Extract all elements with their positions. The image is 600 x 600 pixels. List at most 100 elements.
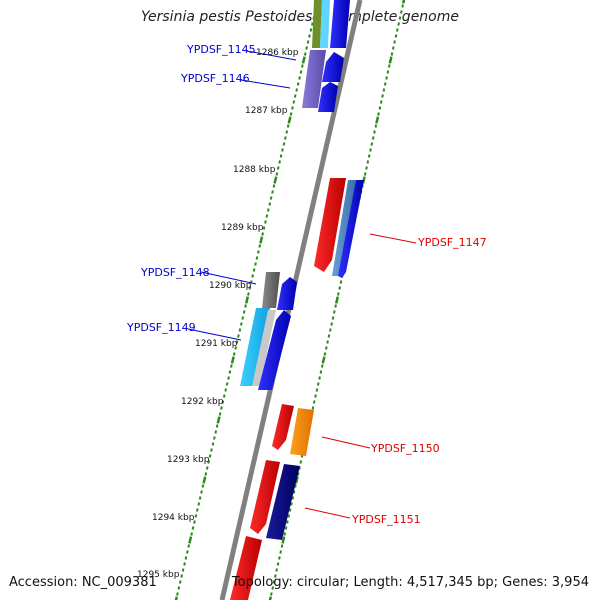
ruler-minor-tick (289, 112, 293, 116)
gene-feature[interactable] (272, 404, 294, 450)
gene-label-ypdsf-1146[interactable]: YPDSF_1146 (180, 72, 250, 85)
ruler-minor-tick (271, 190, 274, 194)
ruler-major-tick (174, 596, 179, 600)
gene-feature[interactable] (314, 178, 346, 272)
gene-feature[interactable] (277, 277, 297, 310)
gene-feature[interactable] (312, 0, 322, 48)
gene-feature[interactable] (250, 460, 280, 534)
ruler-minor-tick (371, 136, 375, 140)
ruler-minor-tick (401, 4, 404, 8)
tick-label: 1293 kbp (167, 455, 210, 465)
ruler-minor-tick (255, 256, 259, 260)
gene-feature[interactable] (330, 0, 350, 48)
ruler-minor-tick (197, 502, 201, 506)
gene-feature[interactable] (320, 0, 330, 48)
ruler-minor-tick (295, 88, 298, 92)
ruler-major-tick (294, 476, 299, 484)
ruler-minor-tick (294, 484, 297, 488)
ruler-minor-tick (208, 454, 212, 458)
ruler-minor-tick (338, 286, 341, 290)
ruler-minor-tick (329, 328, 332, 332)
ruler-minor-tick (319, 370, 323, 374)
tick-label: 1288 kbp (233, 165, 276, 175)
ruler-minor-tick (284, 526, 288, 530)
ruler-minor-tick (314, 394, 317, 398)
ruler-minor-tick (298, 76, 301, 80)
ruler-major-tick (244, 296, 250, 304)
ruler-minor-tick (183, 562, 186, 566)
gene-label-ypdsf-1147[interactable]: YPDSF_1147 (417, 236, 487, 249)
tick-label: 1295 kbp (137, 570, 180, 580)
gene-label-ypdsf-1145[interactable]: YPDSF_1145 (186, 43, 256, 56)
ruler-major-tick (375, 116, 380, 124)
ruler-minor-tick (370, 142, 374, 146)
ruler-minor-tick (180, 574, 183, 578)
ruler-minor-tick (327, 334, 331, 338)
ruler-minor-tick (247, 292, 250, 296)
ruler-minor-tick (181, 568, 185, 572)
ruler-minor-tick (299, 70, 303, 74)
gene-feature[interactable] (252, 310, 276, 386)
gene-label-ypdsf-1148[interactable]: YPDSF_1148 (140, 266, 210, 279)
ruler-major-tick (301, 56, 306, 64)
gene-label-ypdsf-1149[interactable]: YPDSF_1149 (126, 321, 196, 334)
ruler-minor-tick (270, 592, 273, 596)
gene-feature[interactable] (240, 308, 270, 386)
ruler-minor-tick (238, 328, 242, 332)
ruler-minor-tick (286, 124, 290, 128)
ruler-minor-tick (211, 442, 215, 446)
ruler-minor-tick (268, 202, 272, 206)
ruler-minor-tick (288, 508, 292, 512)
ruler-minor-tick (186, 550, 189, 554)
ruler-minor-tick (187, 544, 191, 548)
ruler-minor-tick (326, 340, 329, 344)
ruler-minor-tick (281, 148, 284, 152)
ruler-minor-tick (235, 340, 239, 344)
ruler-minor-tick (228, 370, 232, 374)
ruler-minor-tick (176, 592, 179, 596)
ruler-major-tick (334, 296, 340, 304)
gene-label-ypdsf-1150[interactable]: YPDSF_1150 (370, 442, 440, 455)
gene-feature[interactable] (258, 310, 291, 390)
ruler-minor-tick (296, 82, 300, 86)
ruler-minor-tick (205, 466, 209, 470)
ruler-minor-tick (386, 70, 390, 74)
ruler-minor-tick (275, 568, 278, 572)
ruler-minor-tick (252, 268, 256, 272)
ruler-minor-tick (271, 586, 274, 590)
ruler-minor-tick (398, 16, 402, 20)
ruler-minor-tick (374, 124, 378, 128)
gene-feature[interactable] (332, 180, 356, 276)
gene-feature[interactable] (302, 50, 326, 108)
gene-label-ypdsf-1151[interactable]: YPDSF_1151 (351, 513, 421, 526)
tick-label: 1287 kbp (245, 106, 288, 116)
ruler-minor-tick (293, 94, 297, 98)
ruler-minor-tick (396, 28, 399, 32)
ruler-minor-tick (316, 382, 320, 386)
ruler-minor-tick (200, 490, 203, 494)
gene-feature[interactable] (322, 52, 344, 82)
gene-feature[interactable] (318, 82, 338, 112)
ruler-minor-tick (296, 472, 300, 476)
ruler-minor-tick (339, 280, 343, 284)
ruler-minor-tick (291, 106, 294, 110)
ruler-minor-tick (330, 322, 333, 326)
gene-feature[interactable] (262, 272, 280, 308)
gene-feature[interactable] (230, 536, 262, 600)
ruler-minor-tick (227, 376, 230, 380)
ruler-minor-tick (392, 46, 395, 50)
ruler-minor-tick (254, 262, 257, 266)
ruler-minor-tick (299, 460, 303, 464)
ruler-minor-tick (284, 136, 287, 140)
ruler-minor-tick (269, 196, 273, 200)
gene-feature[interactable] (266, 464, 300, 540)
tick-label: 1289 kbp (221, 223, 264, 233)
gene-feature[interactable] (338, 180, 364, 278)
ruler-minor-tick (318, 376, 321, 380)
ruler-minor-tick (397, 22, 400, 26)
ruler-minor-tick (394, 34, 398, 38)
gene-feature[interactable] (290, 408, 314, 456)
ruler-major-tick (281, 536, 286, 544)
ruler-minor-tick (222, 394, 226, 398)
